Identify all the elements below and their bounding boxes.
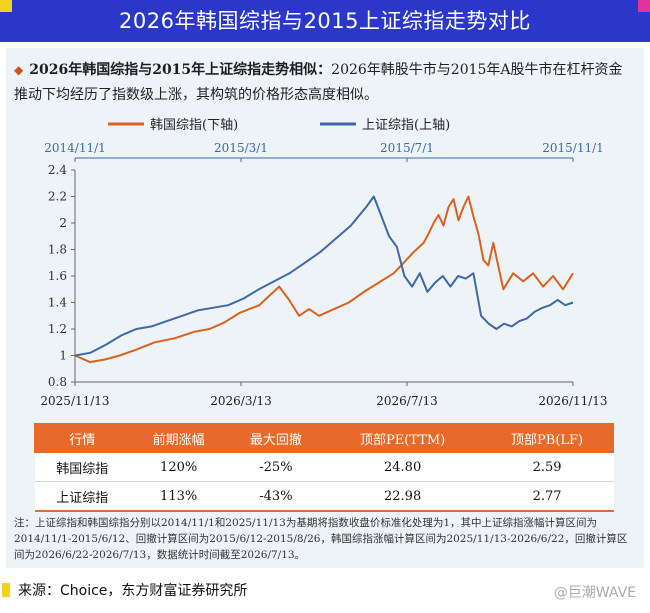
- y-axis-label: 0.8: [48, 375, 67, 389]
- footnote: 注：上证综指和韩国综指分别以2014/11/1和2025/11/13为基期将指数…: [14, 517, 628, 561]
- table-header-cell: 最大回撤: [226, 423, 326, 453]
- diamond-bullet-icon: ◆: [14, 63, 24, 77]
- shanghai-series-line: [74, 195, 574, 357]
- table-header-cell: 行情: [34, 423, 131, 453]
- x-axis-label: 2026/11/13: [538, 394, 607, 408]
- y-axis-label: 1.6: [48, 269, 67, 283]
- line-chart: 韩国综指(下轴) 上证综指(上轴) 2014/11/1 2015/3/1 2015/7/…: [40, 118, 607, 408]
- watermark-text: @巨潮WAVE: [553, 585, 636, 601]
- table-header-cell: 顶部PE(TTM): [324, 423, 482, 453]
- y-axis-label: 2.2: [48, 190, 67, 204]
- corner-accent-pink: [638, 0, 650, 12]
- corner-accent-yellow: [0, 0, 12, 12]
- x-axis-label: 2026/7/13: [376, 394, 438, 408]
- x-axis-label: 2025/11/13: [40, 394, 109, 408]
- top-axis-label: 2014/11/1: [44, 141, 106, 155]
- table-row: 韩国综指 120% -25% 24.80 2.59: [34, 452, 614, 482]
- page-title-bar: 2026年韩国综指与2015上证综指走势对比: [0, 0, 650, 42]
- y-axis-label: 1.8: [48, 243, 67, 257]
- y-axis-label: 1: [59, 349, 67, 363]
- table-cell: -43%: [227, 481, 325, 512]
- intro-text: 2026年韩股牛市与2015年A股牛市在杠杆资金推动下均经历了指数级上涨，其构筑…: [14, 62, 623, 103]
- y-axis-label: 2.4: [48, 163, 67, 177]
- table-cell: 120%: [130, 452, 228, 482]
- intro-paragraph: ◆ 2026年韩国综指与2015年上证综指走势相似：2026年韩股牛市与2015年…: [14, 58, 634, 108]
- top-axis-label: 2015/7/1: [380, 141, 434, 155]
- table-header-row: 行情 前期涨幅 最大回撤 顶部PE(TTM) 顶部PB(LF): [34, 423, 614, 453]
- y-axis-label: 1.4: [48, 296, 67, 310]
- page-title: 2026年韩国综指与2015上证综指走势对比: [119, 9, 531, 33]
- table-header-cell: 顶部PB(LF): [480, 423, 614, 453]
- legend-label: 上证综指(上轴): [362, 118, 450, 133]
- table-cell: 24.80: [324, 452, 481, 482]
- table-cell: 113%: [130, 481, 228, 512]
- table-header-cell: 前期涨幅: [129, 423, 228, 453]
- table-cell: 韩国综指: [34, 452, 130, 482]
- x-axis-label: 2026/3/13: [210, 394, 272, 408]
- table-cell: -25%: [227, 452, 325, 482]
- table-row: 上证综指 113% -43% 22.98 2.77: [34, 481, 614, 512]
- table-cell: 22.98: [324, 481, 481, 512]
- legend-label: 韩国综指(下轴): [150, 118, 238, 133]
- table-cell: 2.59: [480, 452, 614, 482]
- stats-table: 行情 前期涨幅 最大回撤 顶部PE(TTM) 顶部PB(LF) 韩国综指 120…: [34, 423, 614, 512]
- intro-bold: 2026年韩国综指与2015年上证综指走势相似：: [29, 62, 332, 78]
- top-axis-label: 2015/3/1: [214, 141, 268, 155]
- footer-accent-bar: [2, 583, 10, 597]
- y-axis-label: 1.2: [48, 322, 67, 336]
- table-cell: 2.77: [480, 481, 614, 512]
- korea-series-line: [74, 195, 574, 364]
- source-text: 来源：Choice，东方财富证券研究所: [18, 583, 248, 599]
- top-axis-label: 2015/11/1: [542, 141, 604, 155]
- table-cell: 上证综指: [34, 481, 130, 512]
- y-axis-label: 2: [59, 216, 67, 230]
